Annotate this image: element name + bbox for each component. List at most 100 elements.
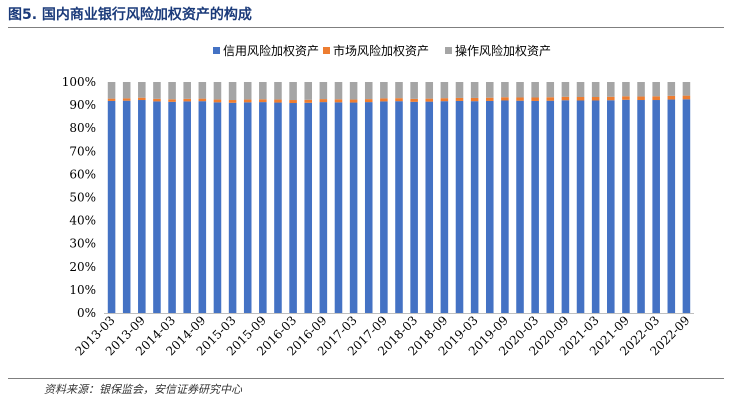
bar-segment-market [682,95,691,100]
y-tick-label: 100% [62,75,96,89]
bar-segment-operational [274,82,282,100]
bar-segment-market [228,100,237,103]
legend-swatch-credit [213,47,220,54]
bar-segment-market [637,96,645,101]
bar-segment-credit [153,101,161,314]
bar-segment-credit [440,101,449,313]
bar-segment-market [122,98,131,101]
bar-segment-credit [425,101,434,313]
bar-segment-operational [607,82,615,97]
bar-segment-credit [138,100,146,314]
bar-segment-credit [561,100,570,313]
bar-segment-operational [637,82,645,97]
legend-swatch-market [323,47,330,54]
bar-segment-credit [243,102,252,313]
bar-segment-market [440,98,449,102]
y-tick-label: 80% [69,121,96,135]
bar-segment-credit [395,101,403,313]
y-tick-label: 0% [77,306,96,320]
bar-segment-operational [107,82,116,99]
bar-segment-market [153,98,161,102]
bar-segment-credit [682,99,691,313]
bar-segment-credit [501,100,509,313]
bar-segment-market [380,98,388,102]
bar-segment-operational [455,82,464,98]
bar-segment-market [304,99,313,103]
bar-segment-credit [213,102,222,313]
bar-segment-operational [228,82,237,101]
bar-segment-credit [122,100,131,314]
y-tick-label: 50% [69,191,96,205]
bar-segment-operational [576,82,585,98]
bar-segment-market [364,99,373,103]
bar-segment-market [198,98,207,102]
bar-segment-market [531,97,539,101]
bar-segment-credit [168,101,176,314]
bar-segment-market [425,98,434,102]
bar-segment-operational [410,82,418,99]
bar-segment-market [213,99,222,103]
bar-segment-market [349,99,358,103]
bar-segment-credit [349,102,358,313]
bar-segment-credit [304,102,313,313]
bar-segment-operational [622,82,630,97]
legend-label: 信用风险加权资产 [223,43,319,58]
bar-segment-credit [470,101,479,313]
bar-segment-market [183,98,191,102]
bar-segment-credit [334,102,343,313]
bar-segment-market [274,99,282,103]
bar-segment-operational [516,82,524,98]
title-rule [8,27,724,28]
bar-segment-market [622,96,630,100]
legend-label: 操作风险加权资产 [455,43,551,58]
bar-segment-market [455,97,464,101]
bar-segment-credit [622,99,630,313]
y-tick-label: 70% [69,144,96,158]
bar-segment-market [168,99,176,102]
bar-segment-market [591,97,600,101]
bar-segment-operational [213,82,222,100]
bar-segment-credit [485,100,494,313]
bar-segment-market [501,97,509,101]
bar-segment-market [334,99,343,103]
bar-segment-credit [607,100,615,313]
bar-segment-operational [531,82,539,98]
bar-segment-market [576,97,585,101]
bar-segment-credit [667,99,676,313]
bar-segment-market [667,95,676,100]
bar-segment-credit [531,100,539,313]
bar-segment-operational [470,82,479,98]
legend-label: 市场风险加权资产 [333,43,429,58]
bar-segment-market [243,99,252,103]
bar-segment-operational [243,82,252,100]
source-note: 资料来源：银保监会，安信证券研究中心 [44,383,242,396]
bar-segment-credit [410,101,418,314]
figure-title: 图5. 国内商业银行风险加权资产的构成 [8,7,252,23]
bar-segment-operational [652,82,660,97]
bar-segment-credit [576,100,585,313]
bars [107,82,691,314]
bar-segment-credit [259,102,267,313]
bar-segment-market [470,97,479,102]
bar-segment-operational [380,82,388,99]
bar-segment-operational [198,82,207,99]
bar-segment-operational [319,82,328,100]
bar-segment-market [410,98,418,102]
bar-segment-operational [667,82,676,96]
bar-segment-operational [591,82,600,98]
bar-segment-credit [637,100,645,314]
bar-segment-operational [183,82,191,99]
bar-segment-operational [485,82,494,98]
bar-segment-market [259,99,267,103]
bar-segment-operational [168,82,176,100]
bar-segment-operational [349,82,358,100]
legend: 信用风险加权资产 市场风险加权资产 操作风险加权资产 [213,43,551,58]
bar-segment-operational [561,82,570,97]
y-tick-label: 40% [69,214,96,228]
y-tick-label: 10% [69,283,96,297]
bar-segment-credit [380,101,388,314]
legend-swatch-operational [445,47,452,54]
bar-segment-operational [440,82,449,99]
y-tick-label: 60% [69,167,96,181]
